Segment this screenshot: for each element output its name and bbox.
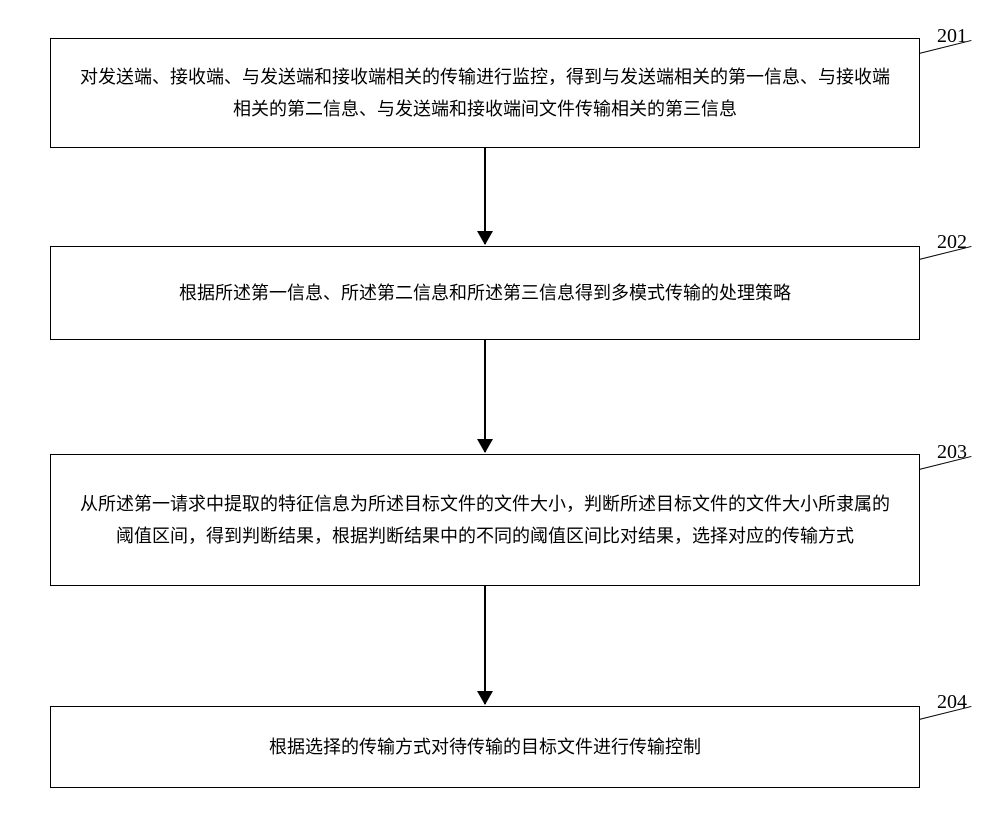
step-label: 204 (937, 691, 967, 714)
step-label: 201 (937, 25, 967, 48)
step-text: 从所述第一请求中提取的特征信息为所述目标文件的文件大小，判断所述目标文件的文件大… (75, 488, 895, 553)
step-label: 202 (937, 231, 967, 254)
flow-arrow (484, 586, 486, 704)
flow-arrow (484, 148, 486, 244)
step-text: 根据所述第一信息、所述第二信息和所述第三信息得到多模式传输的处理策略 (179, 277, 791, 309)
flow-step-201: 对发送端、接收端、与发送端和接收端相关的传输进行监控，得到与发送端相关的第一信息… (50, 38, 920, 148)
flow-arrow (484, 340, 486, 452)
flow-step-204: 根据选择的传输方式对待传输的目标文件进行传输控制 204 (50, 706, 920, 788)
flow-step-203: 从所述第一请求中提取的特征信息为所述目标文件的文件大小，判断所述目标文件的文件大… (50, 454, 920, 586)
step-label: 203 (937, 441, 967, 464)
flow-step-202: 根据所述第一信息、所述第二信息和所述第三信息得到多模式传输的处理策略 202 (50, 246, 920, 340)
step-text: 根据选择的传输方式对待传输的目标文件进行传输控制 (269, 731, 701, 763)
step-text: 对发送端、接收端、与发送端和接收端相关的传输进行监控，得到与发送端相关的第一信息… (75, 61, 895, 126)
